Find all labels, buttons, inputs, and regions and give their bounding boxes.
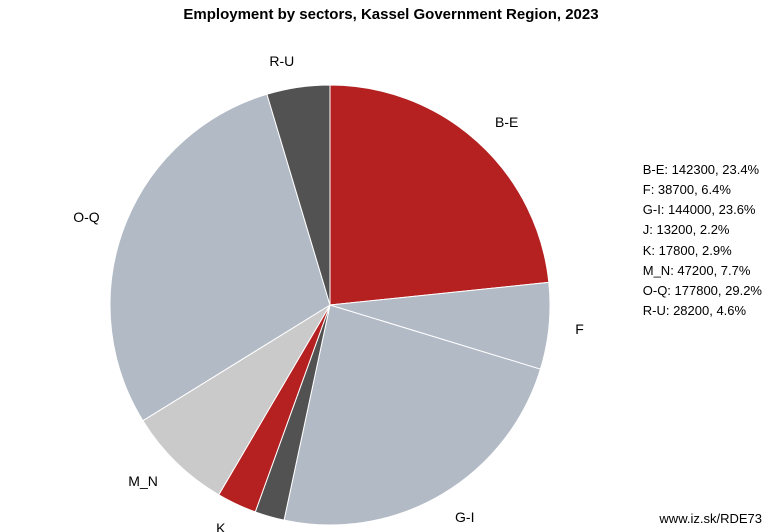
legend-row-k: K: 17800, 2.9% xyxy=(643,241,762,261)
legend-row-f: F: 38700, 6.4% xyxy=(643,180,762,200)
slice-label-f: F xyxy=(575,321,584,337)
slice-label-m_n: M_N xyxy=(128,473,158,489)
legend-row-j: J: 13200, 2.2% xyxy=(643,220,762,240)
legend-row-g-i: G-I: 144000, 23.6% xyxy=(643,200,762,220)
slice-label-g-i: G-I xyxy=(455,509,474,525)
legend-row-o-q: O-Q: 177800, 29.2% xyxy=(643,281,762,301)
legend: B-E: 142300, 23.4%F: 38700, 6.4%G-I: 144… xyxy=(643,160,762,321)
legend-row-r-u: R-U: 28200, 4.6% xyxy=(643,301,762,321)
legend-row-b-e: B-E: 142300, 23.4% xyxy=(643,160,762,180)
source-link: www.iz.sk/RDE73 xyxy=(659,511,762,526)
slice-label-r-u: R-U xyxy=(269,53,294,69)
chart-title: Employment by sectors, Kassel Government… xyxy=(0,6,782,23)
slice-label-b-e: B-E xyxy=(495,114,518,130)
legend-row-m_n: M_N: 47200, 7.7% xyxy=(643,261,762,281)
slice-label-k: K xyxy=(216,520,225,532)
slice-label-o-q: O-Q xyxy=(73,209,99,225)
